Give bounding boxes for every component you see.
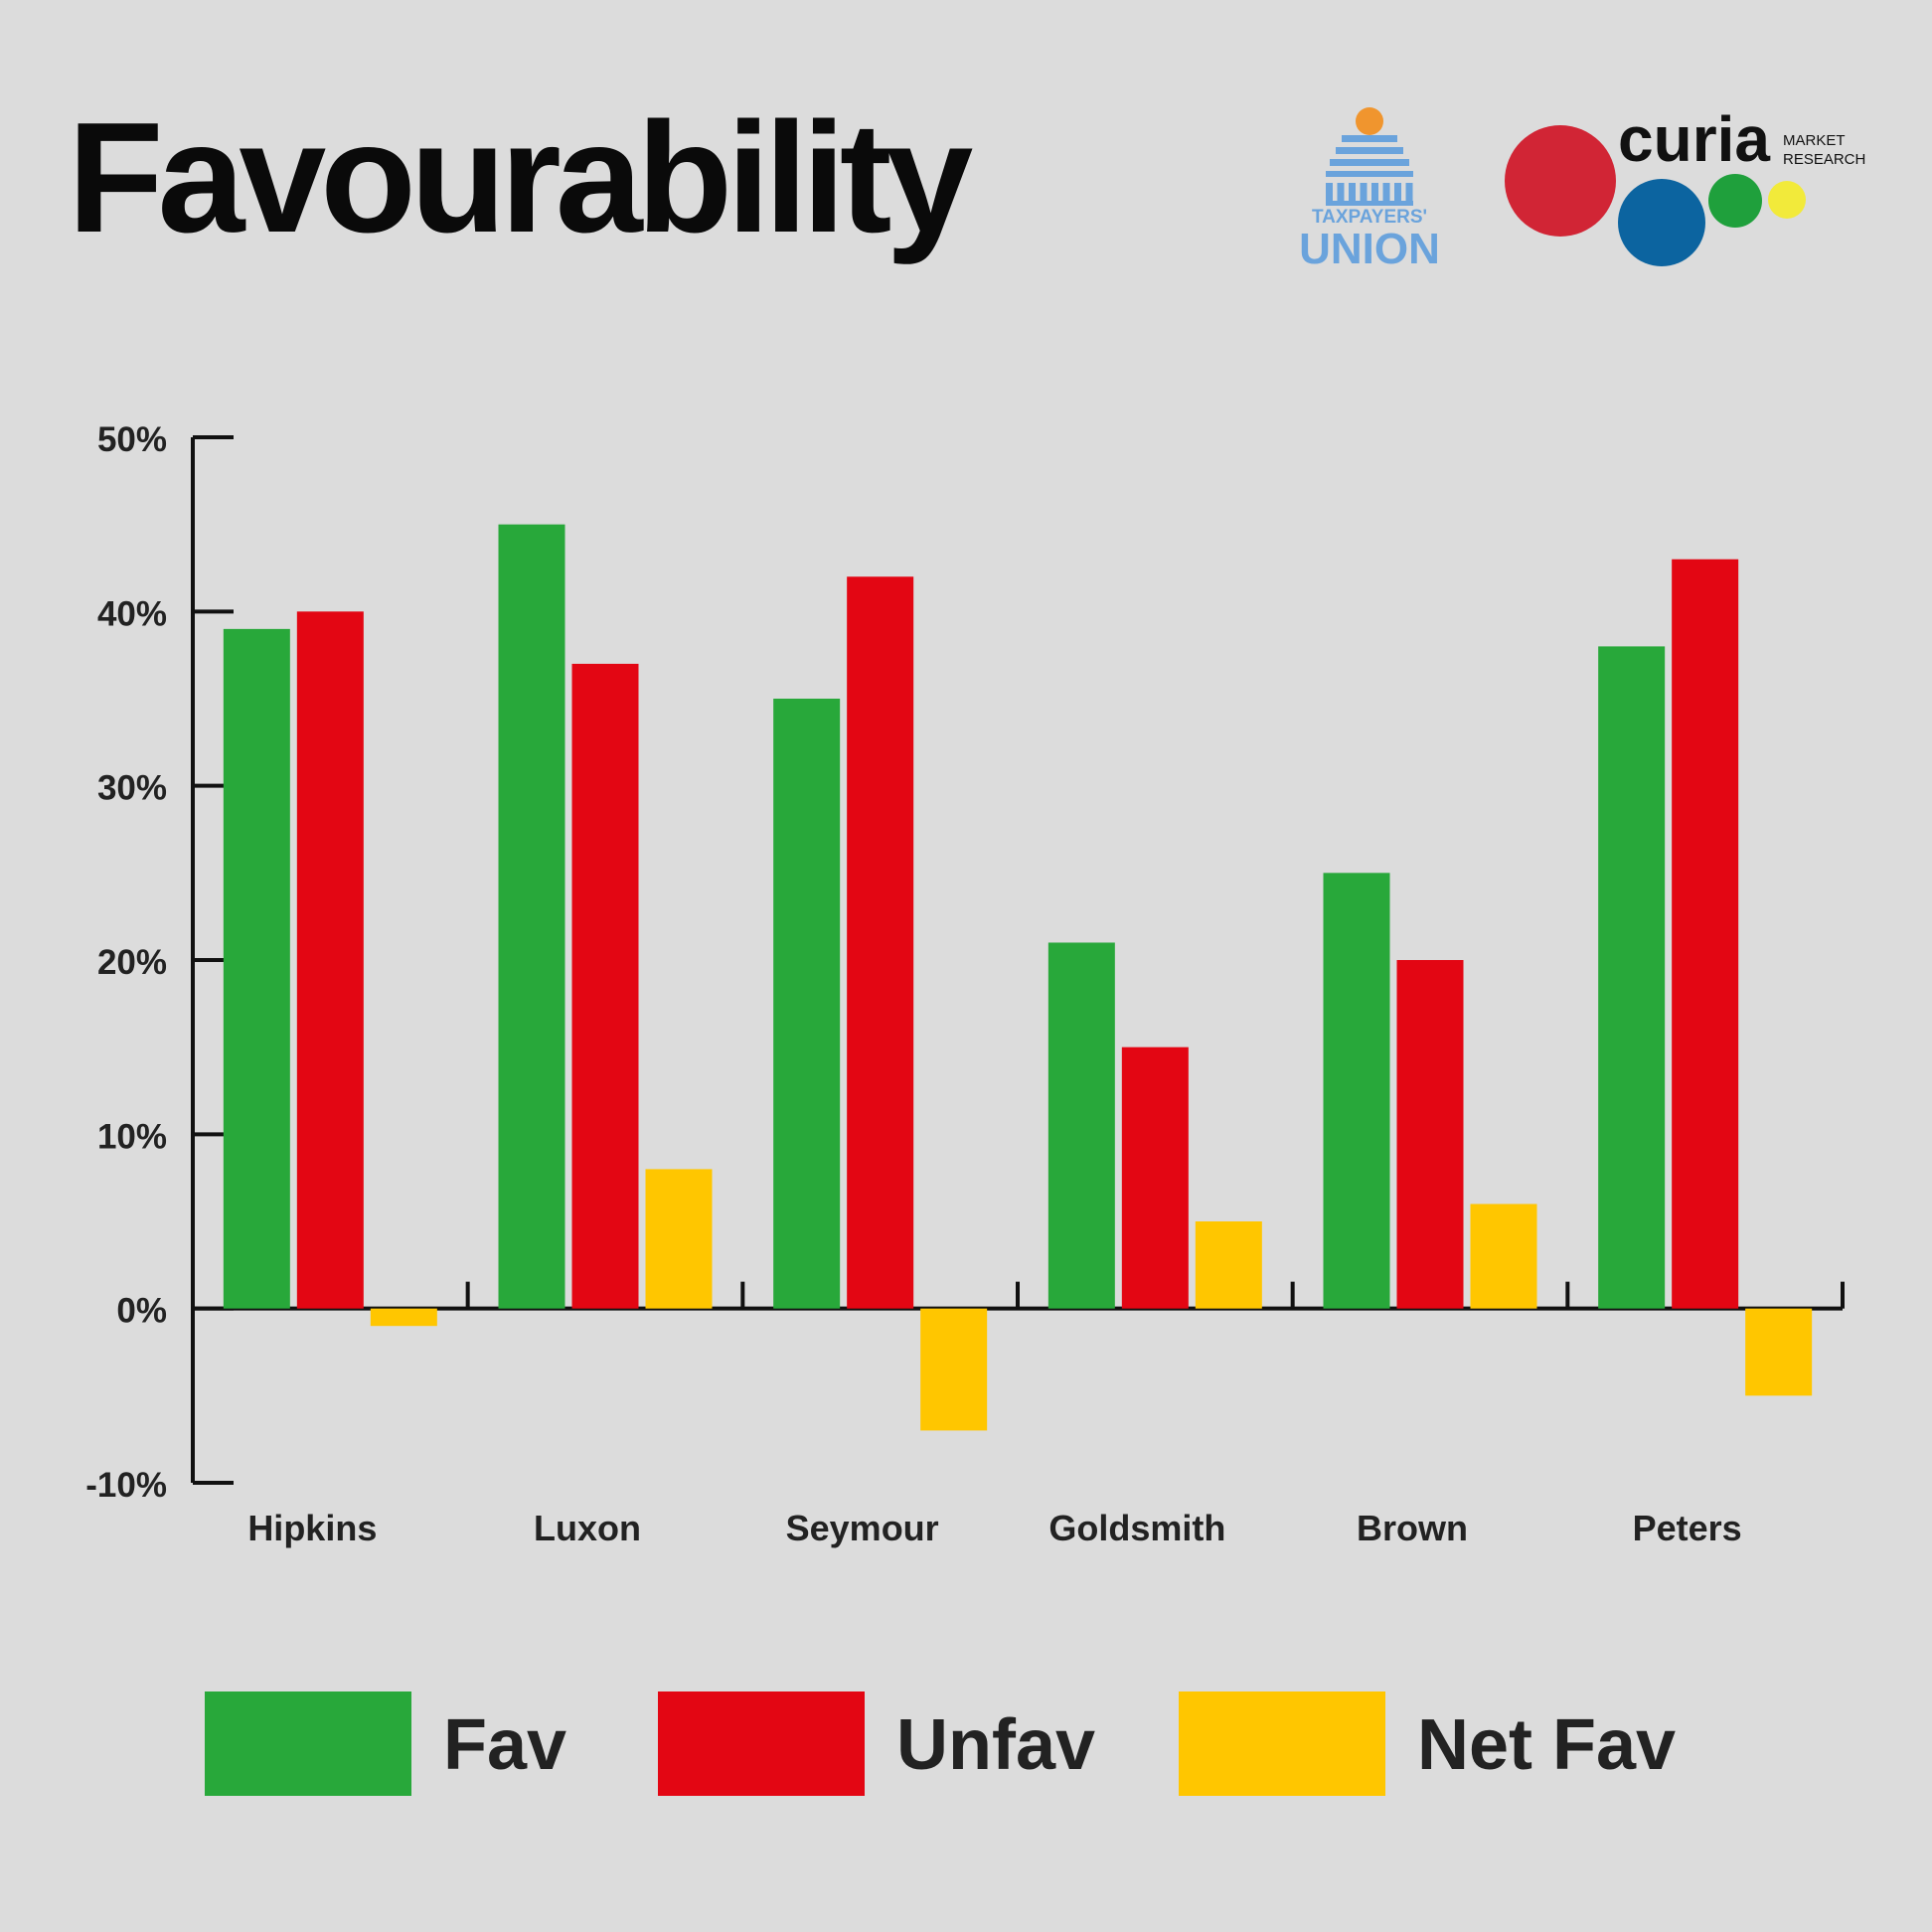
- y-tick-label: 10%: [97, 1117, 167, 1156]
- legend-swatch-net-fav: [1179, 1691, 1385, 1796]
- bar-fav-goldsmith: [1047, 942, 1115, 1309]
- taxpayers-union-column: [1326, 183, 1333, 201]
- category-label-peters: Peters: [1633, 1508, 1742, 1548]
- taxpayers-union-building-icon: [1342, 135, 1397, 142]
- bar-fav-luxon: [498, 524, 565, 1309]
- category-label-seymour: Seymour: [786, 1508, 939, 1548]
- curia-yellow-dot-icon: [1768, 181, 1806, 219]
- bar-net-fav-luxon: [645, 1169, 713, 1309]
- bar-fav-seymour: [773, 699, 841, 1309]
- bar-net-fav-brown: [1470, 1204, 1537, 1309]
- bar-unfav-hipkins: [296, 611, 364, 1309]
- bar-net-fav-goldsmith: [1195, 1221, 1262, 1309]
- bar-unfav-seymour: [847, 576, 914, 1309]
- taxpayers-union-text-line2: UNION: [1299, 225, 1440, 273]
- y-tick-label: 40%: [97, 594, 167, 633]
- legend-swatch-fav: [205, 1691, 411, 1796]
- taxpayers-union-building-tier: [1330, 159, 1409, 166]
- taxpayers-union-column: [1394, 183, 1401, 201]
- curia-red-dot-icon: [1505, 125, 1616, 237]
- curia-blue-dot-icon: [1618, 179, 1705, 266]
- curia-logo: curia MARKET RESEARCH: [1505, 103, 1865, 266]
- curia-research-text: RESEARCH: [1783, 151, 1865, 168]
- taxpayers-union-text-line1: TAXPAYERS': [1312, 207, 1427, 228]
- bar-fav-hipkins: [223, 628, 290, 1309]
- x-axis-category-labels: Hipkins Luxon Seymour Goldsmith Brown Peters: [247, 1508, 1741, 1548]
- chart-title: Favourability: [68, 90, 973, 265]
- chart-bars: [223, 524, 1813, 1431]
- bar-unfav-peters: [1672, 559, 1739, 1309]
- category-label-brown: Brown: [1357, 1508, 1468, 1548]
- taxpayers-union-columns: [1326, 183, 1413, 206]
- legend-swatch-unfav: [658, 1691, 865, 1796]
- taxpayers-union-column: [1349, 183, 1356, 201]
- taxpayers-union-column: [1382, 183, 1390, 201]
- bar-net-fav-peters: [1745, 1308, 1813, 1396]
- chart-axes: [191, 435, 1845, 1485]
- taxpayers-union-column: [1337, 183, 1345, 201]
- taxpayers-union-logo: TAXPAYERS' UNION: [1299, 107, 1440, 273]
- chart-legend: Fav Unfav Net Fav: [205, 1691, 1676, 1796]
- y-tick-label: 20%: [97, 943, 167, 982]
- y-tick-label: 0%: [116, 1292, 167, 1331]
- bar-fav-brown: [1323, 873, 1390, 1309]
- category-label-goldsmith: Goldsmith: [1048, 1508, 1225, 1548]
- curia-green-dot-icon: [1708, 174, 1762, 228]
- y-axis-tick-labels: 50% 40% 30% 20% 10% 0% -10%: [85, 420, 167, 1505]
- category-label-hipkins: Hipkins: [247, 1508, 377, 1548]
- curia-market-text: MARKET: [1783, 132, 1846, 149]
- bar-unfav-goldsmith: [1121, 1046, 1189, 1309]
- bar-net-fav-seymour: [920, 1308, 988, 1431]
- legend-label-net-fav: Net Fav: [1417, 1705, 1676, 1785]
- bar-fav-peters: [1598, 646, 1666, 1309]
- bar-net-fav-hipkins: [370, 1308, 437, 1327]
- taxpayers-union-building-base: [1326, 201, 1413, 206]
- taxpayers-union-column: [1371, 183, 1378, 201]
- bar-unfav-brown: [1396, 960, 1464, 1309]
- taxpayers-union-kiwi-sun-icon: [1356, 107, 1383, 135]
- curia-wordmark: curia: [1618, 103, 1770, 175]
- category-label-luxon: Luxon: [534, 1508, 641, 1548]
- taxpayers-union-building-tier: [1326, 171, 1413, 177]
- taxpayers-union-column: [1405, 183, 1413, 201]
- bar-unfav-luxon: [571, 663, 639, 1309]
- legend-label-fav: Fav: [443, 1705, 566, 1785]
- y-tick-label: 50%: [97, 420, 167, 459]
- legend-label-unfav: Unfav: [896, 1705, 1095, 1785]
- y-tick-label: -10%: [85, 1466, 167, 1505]
- taxpayers-union-building-tier: [1336, 147, 1403, 154]
- taxpayers-union-column: [1360, 183, 1368, 201]
- y-tick-label: 30%: [97, 769, 167, 808]
